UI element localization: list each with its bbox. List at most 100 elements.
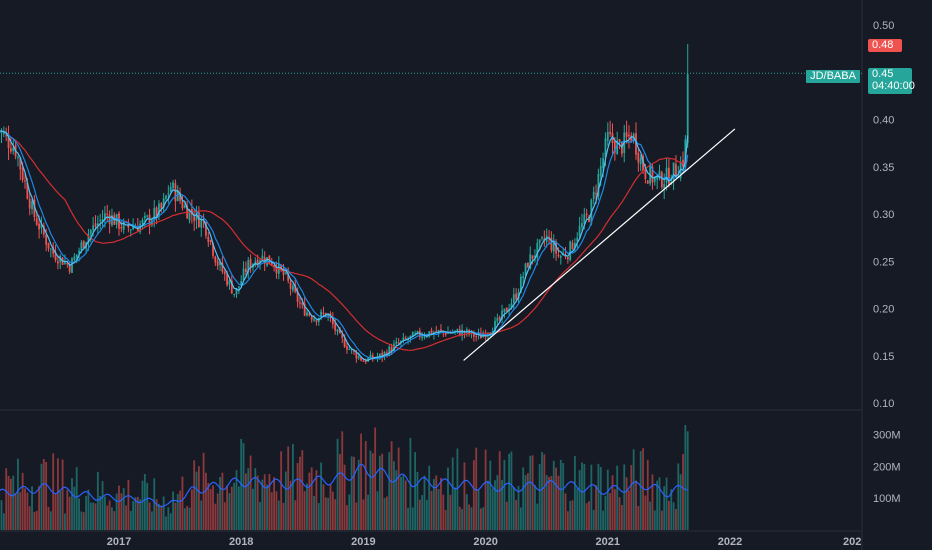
- volume-bar: [510, 451, 513, 530]
- candle-body: [270, 263, 273, 266]
- volume-bar: [223, 502, 226, 530]
- volume-bar: [428, 465, 431, 530]
- candle-body: [581, 223, 583, 228]
- volume-bar: [369, 450, 372, 530]
- volume-bar: [604, 495, 607, 530]
- volume-bar: [538, 464, 541, 530]
- fast-ma-line: [0, 130, 689, 362]
- volume-bar: [322, 484, 325, 530]
- volume-bar: [268, 474, 271, 530]
- volume-bar: [122, 488, 125, 530]
- candle-body: [198, 212, 200, 228]
- candle-body: [475, 335, 478, 337]
- candle-body: [108, 214, 111, 224]
- candle-body: [494, 320, 496, 333]
- candle-body: [313, 319, 315, 321]
- volume-bar: [534, 485, 536, 530]
- price-tick-label: 0.20: [873, 304, 894, 316]
- volume-bar: [501, 479, 503, 530]
- volume-bar: [536, 503, 539, 530]
- candle-body: [576, 237, 579, 242]
- candle-body: [503, 308, 506, 313]
- candle-body: [223, 272, 226, 275]
- candle-body: [66, 263, 69, 265]
- volume-bar: [675, 508, 677, 530]
- candle-body: [675, 164, 677, 176]
- candle-body: [282, 268, 285, 275]
- volume-bar: [125, 505, 127, 530]
- volume-bar: [597, 463, 600, 530]
- time-tick-label: 202: [843, 536, 861, 548]
- volume-bar: [26, 492, 29, 530]
- volume-bar: [435, 475, 438, 530]
- volume-bar: [252, 488, 254, 530]
- volume-bar: [472, 460, 475, 530]
- candle-body: [122, 221, 125, 230]
- volume-bar: [104, 496, 106, 530]
- volume-bar: [12, 475, 15, 530]
- volume-bar: [576, 488, 579, 530]
- volume-bar: [256, 475, 259, 530]
- candle-body: [40, 223, 43, 228]
- volume-bar: [141, 480, 144, 530]
- candle-body: [101, 219, 104, 222]
- candle-body: [158, 203, 160, 217]
- volume-bar: [101, 481, 104, 530]
- price-tick-label: 0.30: [873, 209, 894, 221]
- volume-bar: [33, 511, 36, 530]
- candle-body: [339, 328, 341, 334]
- volume-bars: [0, 425, 689, 530]
- candle-body: [19, 157, 22, 170]
- candle-body: [200, 218, 203, 228]
- last-price-badge: 0.45 04:40:00: [868, 68, 915, 94]
- volume-bar: [425, 499, 428, 530]
- volume-bar: [602, 510, 604, 530]
- candle-body: [346, 346, 348, 350]
- volume-bar: [202, 452, 205, 530]
- volume-bar: [527, 473, 529, 530]
- candle-body: [628, 134, 630, 137]
- volume-bar: [621, 505, 623, 530]
- volume-bar: [444, 510, 447, 530]
- volume-bar: [447, 467, 449, 530]
- candle-body: [630, 135, 633, 142]
- volume-bar: [397, 447, 400, 530]
- volume-bar: [456, 448, 459, 530]
- volume-bar: [651, 474, 654, 530]
- volume-bar: [188, 507, 191, 530]
- candle-body: [24, 180, 26, 182]
- volume-bar: [17, 458, 19, 530]
- volume-bar: [423, 475, 426, 530]
- volume-bar: [475, 447, 478, 530]
- candle-body: [26, 182, 29, 199]
- candle-body: [566, 257, 569, 260]
- volume-bar: [89, 502, 92, 530]
- volume-bar: [21, 472, 24, 530]
- volume-bar: [228, 493, 231, 530]
- candle-body: [362, 360, 365, 362]
- volume-bar: [209, 489, 212, 530]
- volume-bar: [96, 471, 99, 530]
- volume-bar: [183, 508, 186, 530]
- volume-bar: [94, 503, 97, 530]
- candle-body: [89, 230, 92, 235]
- volume-bar: [465, 494, 468, 530]
- volume-bar: [524, 475, 527, 530]
- volume-bar: [270, 492, 273, 530]
- candle-body: [578, 225, 581, 237]
- volume-bar: [136, 496, 139, 530]
- candle-body: [193, 216, 196, 222]
- candle-body: [388, 346, 391, 356]
- candle-body: [308, 313, 311, 316]
- volume-bar: [198, 466, 200, 530]
- price-tick-label: 0.50: [873, 20, 894, 32]
- candle-body: [395, 341, 398, 344]
- candle-body: [454, 330, 456, 332]
- volume-bar: [559, 459, 562, 530]
- volume-bar: [284, 471, 287, 530]
- candle-body: [143, 215, 146, 219]
- volume-bar: [668, 500, 670, 530]
- candle-body: [529, 254, 532, 269]
